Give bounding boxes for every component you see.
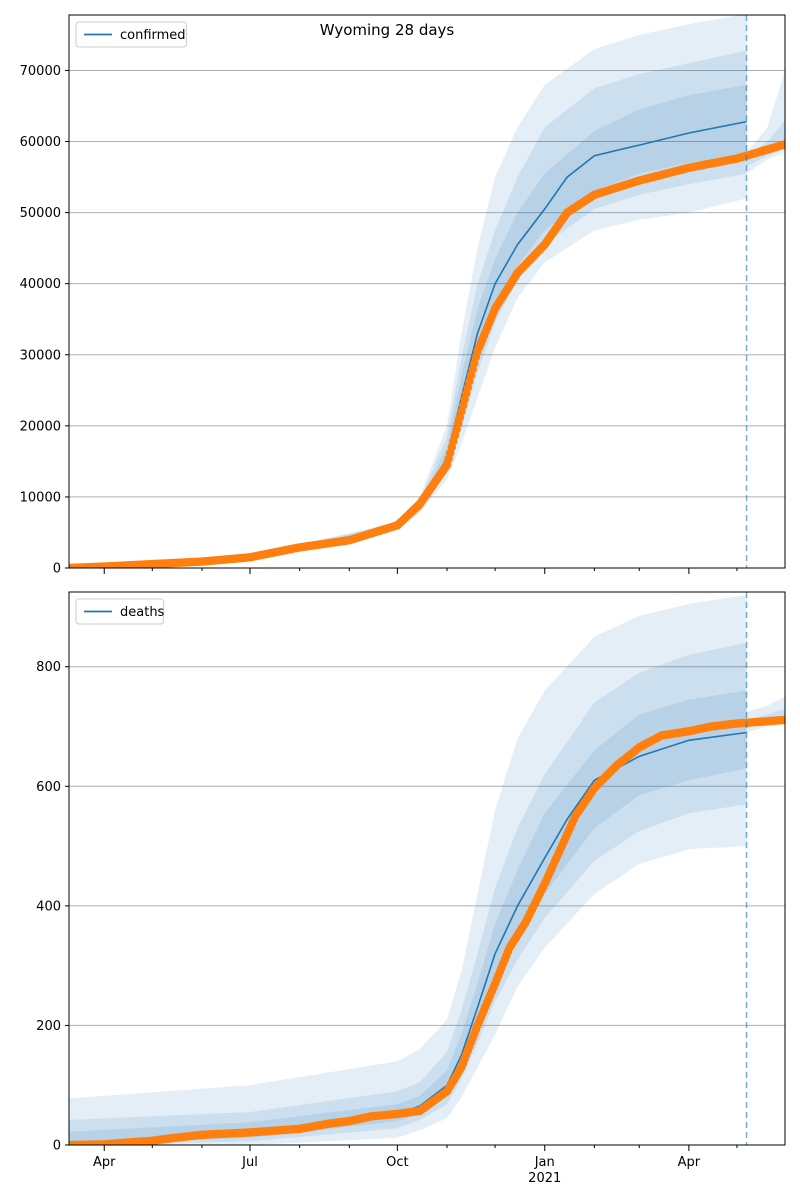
x-tick-label: Apr [678,1155,701,1170]
deaths-panel: 0 200 400 600 800 Apr Jul Oct Jan Apr 2021 deaths [36,591,786,1186]
chart-title: Wyoming 28 days [320,21,455,39]
y-tick-label: 50000 [20,206,61,221]
confidence-band [69,15,747,568]
x-tick-label: Jan [534,1155,555,1170]
x-tick-label: Jul [241,1155,258,1170]
legend: deaths [75,598,165,625]
observed-markers [69,140,785,568]
y-tick-label: 70000 [20,64,61,79]
confirmed-panel: 0 10000 20000 30000 40000 50000 60000 70000 conf… [20,14,786,577]
confidence-band [69,595,747,1145]
axes-frame [68,14,786,569]
plot-area [69,595,785,1145]
observed-point [780,140,785,149]
y-tick-label: 60000 [20,135,61,150]
y-tick-label: 0 [53,562,61,577]
confidence-band [69,50,747,568]
observed-point [780,715,785,725]
confidence-band [69,642,747,1145]
x-tick-label: Oct [386,1155,408,1170]
legend-label: confirmed [120,28,186,43]
y-tick-label: 800 [36,660,61,675]
y-tick-label: 0 [53,1139,61,1154]
observed-markers [69,715,785,1145]
x-year-label: 2021 [528,1171,561,1186]
y-tick-label: 200 [36,1019,61,1034]
legend: confirmed [75,21,187,48]
y-tick-label: 10000 [20,490,61,505]
y-tick-label: 400 [36,899,61,914]
legend-label: deaths [120,605,165,620]
legend-box [75,598,165,625]
y-tick-label: 600 [36,780,61,795]
axes-frame [68,591,786,1146]
legend-box [75,21,187,48]
confidence-band [69,84,747,568]
y-tick-label: 40000 [20,277,61,292]
x-tick-label: Apr [93,1155,116,1170]
plot-area [69,15,785,568]
y-tick-label: 30000 [20,348,61,363]
y-tick-label: 20000 [20,419,61,434]
